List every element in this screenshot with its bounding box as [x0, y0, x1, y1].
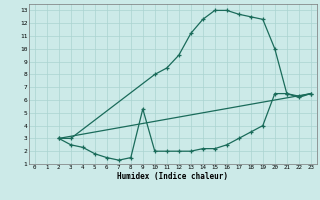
- X-axis label: Humidex (Indice chaleur): Humidex (Indice chaleur): [117, 172, 228, 181]
